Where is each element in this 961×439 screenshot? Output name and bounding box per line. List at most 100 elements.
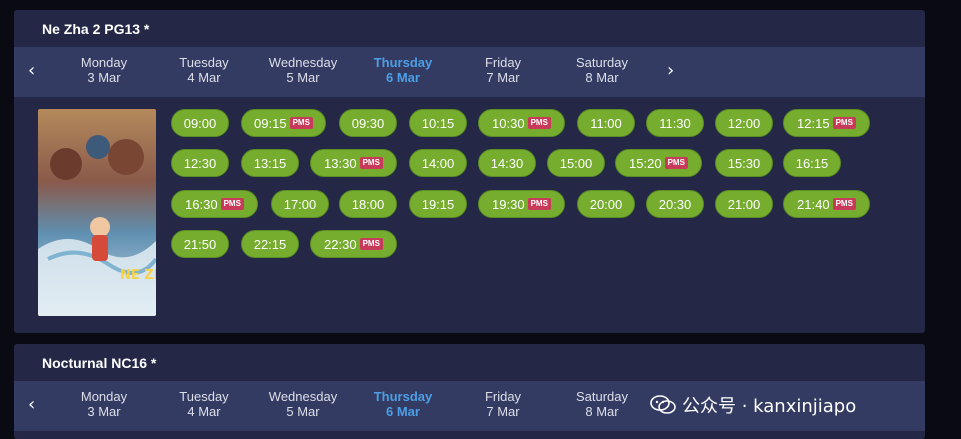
day-date: 3 Mar	[87, 404, 121, 419]
day-tab-saturday[interactable]: Saturday 8 Mar	[552, 55, 652, 85]
day-tab-tuesday[interactable]: Tuesday 4 Mar	[154, 55, 254, 85]
chevron-left-icon[interactable]: ‹	[28, 60, 36, 81]
showtime-button[interactable]: 14:30	[478, 149, 536, 177]
pms-badge: PMS	[664, 157, 688, 169]
pms-badge: PMS	[359, 157, 383, 169]
day-tab-friday[interactable]: Friday 7 Mar	[453, 55, 553, 85]
showtime-label: 12:15	[797, 115, 830, 131]
showtime-label: 21:50	[183, 236, 217, 252]
day-tab-friday[interactable]: Friday 7 Mar	[453, 389, 553, 419]
day-tab-wednesday[interactable]: Wednesday 5 Mar	[253, 55, 353, 85]
showtime-label: 14:30	[490, 155, 524, 171]
day-tab-saturday[interactable]: Saturday 8 Mar	[552, 389, 652, 419]
day-name: Wednesday	[268, 389, 338, 404]
pms-badge: PMS	[359, 238, 383, 250]
pms-badge: PMS	[832, 117, 856, 129]
showtime-button[interactable]: 12:00	[715, 109, 773, 137]
showtime-label: 22:30	[324, 236, 357, 252]
day-date: 8 Mar	[585, 404, 619, 419]
showtime-button[interactable]: 22:30 PMS	[310, 230, 397, 258]
showtime-label: 14:00	[421, 155, 455, 171]
showtime-label: 09:30	[351, 115, 385, 131]
day-name: Wednesday	[268, 55, 338, 70]
showtime-button[interactable]: 17:00	[271, 190, 329, 218]
showtime-button[interactable]: 21:00	[715, 190, 773, 218]
showtime-button[interactable]: 12:15 PMS	[783, 109, 870, 137]
day-name: Monday	[80, 389, 128, 404]
showtime-button[interactable]: 21:50	[171, 230, 229, 258]
date-selector: ‹ Monday 3 Mar Tuesday 4 Mar Wednesday 5…	[14, 381, 925, 431]
showtime-label: 15:30	[727, 155, 761, 171]
showtime-label: 21:00	[727, 196, 761, 212]
showtime-label: 13:15	[253, 155, 287, 171]
showtime-button[interactable]: 09:15 PMS	[241, 109, 326, 137]
showtime-button[interactable]: 18:00	[339, 190, 397, 218]
showtime-button[interactable]: 15:00	[547, 149, 605, 177]
showtime-button[interactable]: 09:00	[171, 109, 229, 137]
pms-badge: PMS	[289, 117, 313, 129]
showtime-label: 21:40	[797, 196, 830, 212]
showtime-button[interactable]: 10:30 PMS	[478, 109, 565, 137]
showtime-button[interactable]: 14:00	[409, 149, 467, 177]
watermark-text: 公众号 · kanxinjiapo	[682, 396, 857, 417]
day-date: 5 Mar	[286, 404, 320, 419]
showtime-label: 18:00	[351, 196, 385, 212]
showtime-label: 22:15	[253, 236, 287, 252]
day-date: 7 Mar	[486, 404, 520, 419]
showtime-label: 13:30	[324, 155, 357, 171]
showtime-button[interactable]: 22:15	[241, 230, 299, 258]
showtime-label: 20:30	[658, 196, 692, 212]
pms-badge: PMS	[527, 198, 551, 210]
movie-poster[interactable]: NE ZHA 2	[38, 109, 156, 316]
showtime-button[interactable]: 09:30	[339, 109, 397, 137]
showtime-button[interactable]: 13:30 PMS	[310, 149, 397, 177]
day-tab-tuesday[interactable]: Tuesday 4 Mar	[154, 389, 254, 419]
day-date: 6 Mar	[386, 70, 420, 85]
showtime-label: 17:00	[283, 196, 317, 212]
day-tab-monday[interactable]: Monday 3 Mar	[54, 389, 154, 419]
day-date: 7 Mar	[486, 70, 520, 85]
day-name: Tuesday	[179, 389, 229, 404]
wechat-icon	[650, 395, 676, 415]
pms-badge: PMS	[832, 198, 856, 210]
showtime-label: 09:00	[183, 115, 217, 131]
showtime-button[interactable]: 16:30 PMS	[171, 190, 258, 218]
showtime-button[interactable]: 15:20 PMS	[615, 149, 702, 177]
showtime-label: 15:20	[629, 155, 662, 171]
day-name: Friday	[484, 389, 522, 404]
showtime-label: 12:00	[727, 115, 761, 131]
showtime-label: 16:15	[795, 155, 829, 171]
showtime-label: 11:30	[659, 115, 691, 131]
showtime-label: 10:15	[421, 115, 455, 131]
chevron-right-icon[interactable]: ›	[667, 60, 675, 81]
showtime-label: 16:30	[185, 196, 218, 212]
day-tab-thursday[interactable]: Thursday 6 Mar	[353, 389, 453, 419]
showtime-label: 11:00	[590, 115, 622, 131]
pms-badge: PMS	[220, 198, 244, 210]
day-date: 8 Mar	[585, 70, 619, 85]
showtime-button[interactable]: 15:30	[715, 149, 773, 177]
day-name: Saturday	[575, 389, 629, 404]
showtime-button[interactable]: 20:30	[646, 190, 704, 218]
day-date: 4 Mar	[187, 70, 221, 85]
showtime-button[interactable]: 11:00	[577, 109, 635, 137]
chevron-left-icon[interactable]: ‹	[28, 394, 36, 415]
showtime-button[interactable]: 20:00	[577, 190, 635, 218]
showtime-label: 10:30	[492, 115, 525, 131]
day-name: Tuesday	[179, 55, 229, 70]
day-tab-thursday[interactable]: Thursday 6 Mar	[353, 55, 453, 85]
showtime-button[interactable]: 13:15	[241, 149, 299, 177]
showtime-button[interactable]: 21:40 PMS	[783, 190, 870, 218]
day-tab-wednesday[interactable]: Wednesday 5 Mar	[253, 389, 353, 419]
showtime-button[interactable]: 11:30	[646, 109, 704, 137]
showtime-label: 12:30	[183, 155, 217, 171]
showtime-button[interactable]: 10:15	[409, 109, 467, 137]
showtime-button[interactable]: 12:30	[171, 149, 229, 177]
showtime-button[interactable]: 19:30 PMS	[478, 190, 565, 218]
showtime-button[interactable]: 19:15	[409, 190, 467, 218]
day-name: Saturday	[575, 55, 629, 70]
day-name: Thursday	[373, 389, 433, 404]
day-tab-monday[interactable]: Monday 3 Mar	[54, 55, 154, 85]
day-name: Thursday	[373, 55, 433, 70]
showtime-button[interactable]: 16:15	[783, 149, 841, 177]
